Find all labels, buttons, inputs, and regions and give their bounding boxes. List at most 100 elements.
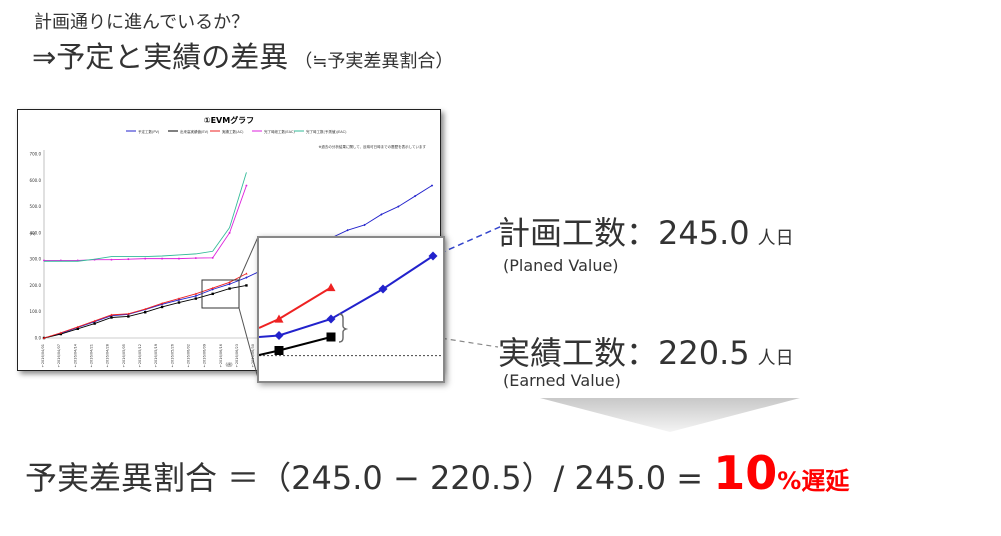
data-point [380, 213, 383, 216]
data-point [245, 284, 248, 287]
data-point [194, 292, 198, 295]
data-point [144, 257, 147, 260]
data-point [76, 327, 79, 330]
page-title: ⇒予定と実績の差異 （≒予実差異割合） [32, 34, 453, 76]
y-tick-label: 200.0 [30, 283, 42, 288]
variance-formula: 予実差異割合 ＝（245.0 − 220.5）/ 245.0 = 10%遅延 [25, 446, 849, 500]
zoom-ac-point [274, 314, 284, 323]
formula-expression: 予実差異割合 ＝（245.0 − 220.5）/ 245.0 = [25, 459, 714, 497]
data-point [397, 205, 400, 208]
legend-label: 完了時工数(予測値)(EAC) [306, 129, 347, 134]
variance-brace [338, 313, 349, 343]
data-point [211, 292, 214, 296]
data-point [110, 258, 113, 261]
data-point [194, 257, 197, 260]
x-tick-label: ←2016/05/12 [138, 344, 142, 367]
zoom-chart [258, 251, 443, 357]
zoom-pv-point [326, 314, 336, 324]
data-point [177, 301, 181, 304]
x-tick-label: ←2016/06/09 [203, 344, 207, 367]
x-tick-label: ←2016/04/07 [57, 344, 61, 367]
data-point [228, 231, 231, 234]
x-axis-label: (週) [225, 361, 233, 367]
y-axis-label: (H) [30, 232, 36, 236]
x-tick-label: ←2016/04/01 [41, 344, 45, 367]
data-point [245, 184, 248, 187]
x-tick-label: ←2016/06/02 [187, 344, 191, 367]
formula-result-unit: %遅延 [777, 467, 850, 495]
zoom-pv-point [428, 251, 438, 261]
ev-metric: 実績工数：220.5 人日 [498, 328, 794, 374]
x-tick-label: ←2016/06/23 [235, 344, 239, 367]
x-tick-label: ←2016/05/05 [122, 344, 126, 367]
data-point [228, 287, 231, 290]
page-title-note: （≒予実差異割合） [294, 51, 454, 72]
pv-english-label: (Planed Value) [503, 256, 619, 275]
data-point [59, 331, 63, 334]
data-point [194, 297, 198, 300]
zoom-ac-point [326, 283, 336, 292]
data-point [93, 322, 96, 325]
page-title-main: ⇒予定と実績の差異 [32, 40, 289, 74]
page-subtitle: 計画通りに進んでいるか？ [34, 12, 250, 33]
zoom-inset [257, 236, 445, 383]
y-tick-label: 500.0 [30, 204, 42, 209]
data-point [93, 319, 96, 322]
zoom-ev-line [258, 336, 332, 356]
ev-value-label: 実績工数：220.5 [498, 334, 750, 372]
data-point [161, 257, 164, 260]
data-point [211, 256, 214, 259]
y-tick-label: 100.0 [30, 309, 42, 314]
zoom-pv-point [274, 331, 284, 340]
y-tick-label: 300.0 [30, 257, 42, 262]
data-point [160, 305, 164, 309]
data-point [160, 302, 164, 305]
pv-unit: 人日 [757, 228, 794, 249]
data-point [59, 332, 63, 336]
data-point [127, 312, 130, 315]
pv-value-label: 計画工数：245.0 [498, 214, 750, 252]
data-point [413, 194, 417, 198]
legend-label: 出来高実績値(EV) [180, 129, 209, 134]
data-point [177, 297, 181, 300]
x-tick-label: ←2016/05/26 [170, 344, 174, 367]
data-point [430, 184, 434, 187]
data-point [127, 258, 130, 261]
data-point [194, 294, 198, 298]
zoom-pv-line [258, 255, 434, 338]
data-point [127, 315, 130, 318]
data-point [144, 311, 147, 314]
data-point [110, 313, 113, 316]
legend-label: 実績工数(AC) [222, 129, 244, 134]
data-point [228, 282, 231, 286]
y-tick-label: 0.0 [35, 336, 42, 341]
pv-metric: 計画工数：245.0 人日 [498, 208, 794, 254]
zoom-ev-point [326, 332, 336, 342]
chart-title: ①EVMグラフ [204, 115, 254, 125]
series-line [44, 172, 247, 262]
zoom-pv-point [378, 284, 388, 294]
y-tick-label: 600.0 [30, 178, 42, 183]
series-line [43, 273, 247, 339]
x-tick-label: ←2016/04/14 [73, 343, 77, 367]
x-tick-label: ←2016/04/28 [106, 344, 110, 367]
y-tick-label: 400.0 [30, 230, 42, 235]
x-tick-label: ←2016/04/21 [90, 344, 94, 367]
data-point [177, 257, 180, 260]
data-point [245, 272, 248, 275]
series-line [44, 185, 247, 261]
data-point [42, 336, 46, 339]
x-tick-label: ←2016/06/30 [251, 344, 255, 367]
x-tick-label: ←2016/06/16 [219, 344, 223, 367]
legend-label: 予定工数(PV) [138, 129, 160, 134]
ev-unit: 人日 [757, 348, 794, 369]
data-point [110, 316, 113, 319]
down-arrow-icon [540, 398, 800, 432]
chart-note: ※過去の分析結果に関して、反映可日時までの履歴を表示しています [318, 144, 426, 149]
formula-result: 10 [713, 446, 778, 500]
ev-english-label: (Earned Value) [503, 371, 621, 390]
y-tick-label: 700.0 [30, 152, 42, 157]
legend-label: 完了時総工数(EAC) [264, 129, 295, 134]
data-point [144, 307, 147, 311]
data-point [76, 325, 79, 328]
